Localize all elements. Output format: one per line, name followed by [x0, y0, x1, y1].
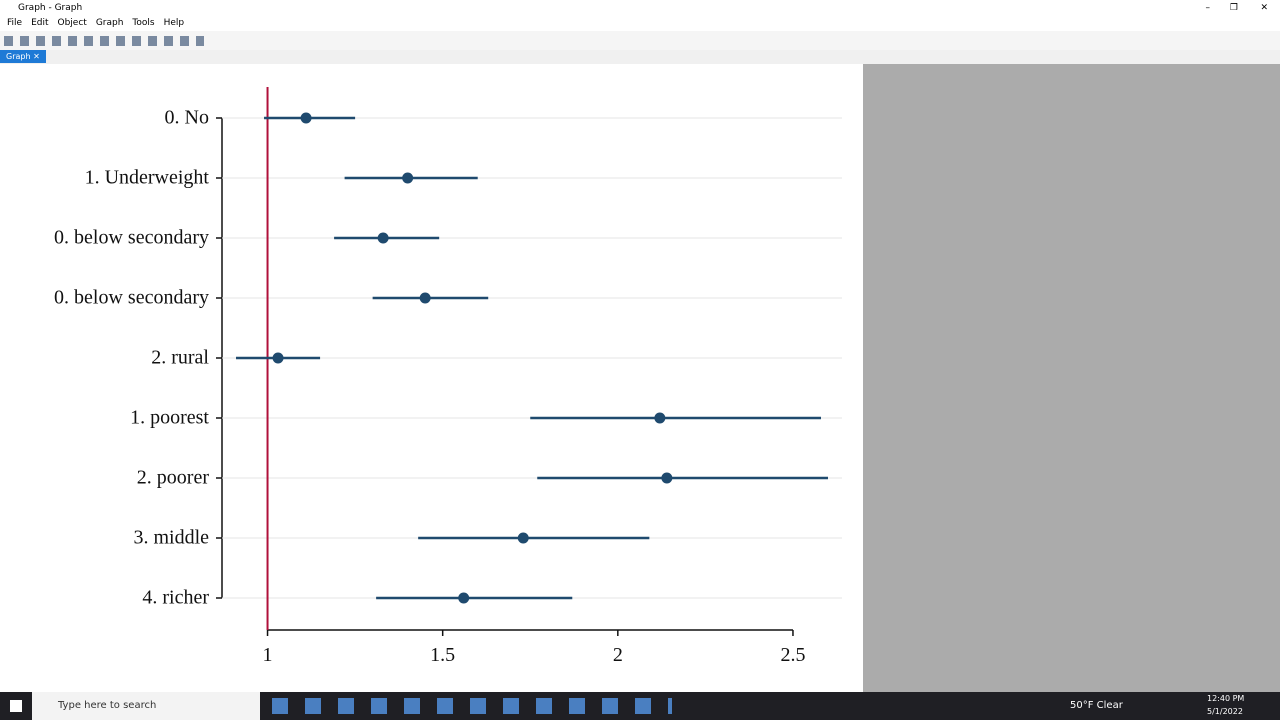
menu-item[interactable]: Tools: [132, 18, 155, 28]
search-box[interactable]: Type here to search: [32, 692, 260, 720]
y-tick-label: 1. poorest: [130, 407, 209, 429]
point-estimate: [661, 472, 673, 484]
search-text: Type here to search: [58, 700, 157, 711]
x-tick-label: 2: [613, 644, 623, 666]
menu-item[interactable]: Help: [163, 18, 185, 28]
point-estimate: [517, 532, 529, 544]
taskbar-apps[interactable]: [272, 698, 672, 714]
y-tick-label: 1. Underweight: [85, 167, 210, 189]
minimize[interactable]: –: [1205, 3, 1211, 13]
window-title: Graph - Graph: [18, 3, 83, 13]
x-tick-label: 1.5: [430, 644, 455, 666]
point-estimate: [402, 172, 414, 184]
toolbar: [0, 31, 1280, 50]
menu-item[interactable]: Graph: [95, 18, 124, 28]
y-tick-label: 3. middle: [133, 527, 209, 549]
tab-strip: Graph ✕: [0, 50, 1280, 65]
title-bar: Graph - Graph – ❐ ✕: [0, 0, 1280, 16]
chart: 1 1.5 2 2.5 0. No 1. Underweight 0. below seco…: [0, 64, 863, 692]
restore[interactable]: ❐: [1229, 3, 1238, 13]
y-tick-label: 4. richer: [142, 587, 209, 609]
menu-item[interactable]: File: [7, 18, 23, 28]
menu-bar: File Edit Object Graph Tools Help: [0, 16, 1280, 31]
side-panel: [863, 64, 1280, 692]
point-estimate: [654, 412, 666, 424]
y-tick-label: 0. below secondary: [54, 287, 209, 309]
tab-label: Graph: [6, 52, 31, 61]
y-tick-label: 0. below secondary: [54, 227, 209, 249]
menu-item[interactable]: Edit: [31, 18, 49, 28]
point-estimate: [419, 292, 431, 304]
taskbar: Type here to search 50°F Clear 12:40 PM …: [0, 692, 1280, 720]
point-estimate: [458, 592, 470, 604]
x-tick-label: 1: [263, 644, 273, 666]
y-tick-label: 2. poorer: [137, 467, 210, 489]
point-estimate: [272, 352, 284, 364]
y-tick-label: 0. No: [165, 107, 209, 129]
menu-item[interactable]: Object: [57, 18, 87, 28]
tab[interactable]: Graph ✕: [0, 50, 46, 63]
weather: 50°F Clear: [1070, 700, 1123, 711]
point-estimate: [300, 112, 312, 124]
point-estimate: [377, 232, 389, 244]
start-button[interactable]: [10, 700, 22, 712]
clock-date: 5/1/2022: [1207, 707, 1243, 716]
close[interactable]: ✕: [1260, 3, 1268, 13]
clock-time: 12:40 PM: [1207, 694, 1245, 703]
y-tick-label: 2. rural: [151, 347, 209, 369]
toolbar-icons[interactable]: [4, 36, 204, 46]
x-tick-label: 2.5: [780, 644, 805, 666]
